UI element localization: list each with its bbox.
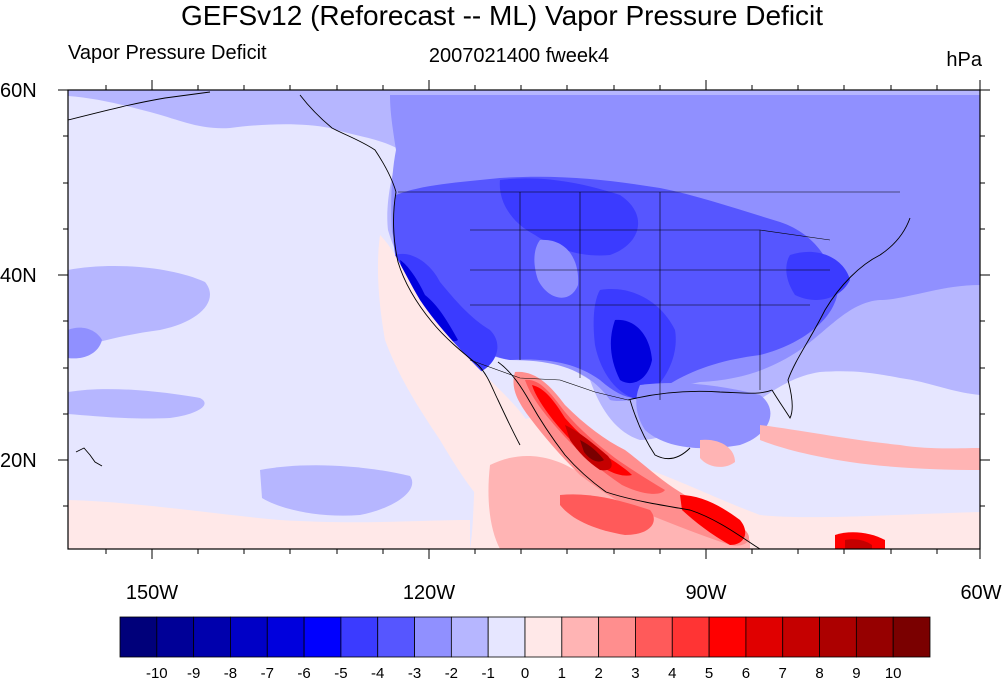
map-frame [67,89,981,550]
alaska-coast [68,91,211,121]
us-negative-region [393,176,838,399]
south-america-positive-patch [845,539,872,549]
plot-title: GEFSv12 (Reforecast -- ML) Vapor Pressur… [180,0,824,31]
political-borders [398,191,900,401]
caribbean-positive-patch [700,439,735,467]
gulf-coast [627,389,773,401]
colorbar-box [450,616,489,658]
lat-label-60n: 60N [0,80,37,102]
colorbar-box [819,616,857,658]
colorbar-label: 4 [668,665,677,682]
pacific-negative-patch [68,389,205,419]
colorbar-label: -4 [371,665,385,682]
colorbar-box [745,616,784,658]
lon-label-90w: 90W [685,582,727,604]
colorbar-box [414,616,452,658]
forecast-time-label: 2007021400 fweek4 [428,45,610,67]
colorbar-box [855,616,894,658]
coastlines [68,91,911,549]
yucatan-coast [629,399,691,459]
us-east-coast [771,217,911,419]
us-negative-core [610,319,652,384]
interior-weaker-patch [534,239,579,298]
pacific-negative-patch [68,327,102,359]
units-label: hPa [946,49,982,71]
lon-label-60w: 60W [960,582,1002,604]
colorbar-box [340,616,379,658]
colorbar [119,616,931,658]
colorbar-box [156,616,195,658]
state-borders [470,192,831,400]
lat-label-20n: 20N [0,450,37,472]
canada-west-coast [299,94,397,193]
lat-ticks [58,89,990,507]
colorbar-label: 9 [852,665,861,682]
colorbar-box [377,616,415,658]
us-mexico-border [469,359,629,401]
colorbar-label: 5 [704,665,714,682]
colorbar-label: -3 [407,665,422,682]
colorbar-label: 3 [631,665,640,682]
colorbar-box [119,616,158,658]
colorbar-box [266,616,305,658]
baja-coast [497,361,607,493]
colorbar-label: 2 [594,665,603,682]
us-negative-core [395,253,498,372]
central-america-coast [605,491,761,549]
colorbar-label: -9 [186,665,201,682]
colorbar-label: 1 [557,665,566,682]
us-negative-core [499,178,639,256]
colorbar-box [782,616,820,658]
colorbar-label: 0 [520,665,530,682]
colorbar-label: -1 [481,665,495,682]
colorbar-label: 10 [884,665,902,682]
colorbar-box [230,616,268,658]
colorbar-box [635,616,673,658]
us-negative-core [400,260,458,342]
colorbar-label: 6 [741,665,751,682]
us-west-coast [393,191,521,446]
colorbar-box [487,616,526,658]
colorbar-label: -7 [260,665,274,682]
colorbar-label: -5 [334,665,348,682]
lat-label-40n: 40N [0,265,37,287]
colorbar-label: -8 [223,665,238,682]
colorbar-box [303,616,342,658]
colorbar-label: 7 [778,665,787,682]
colorbar-box [524,616,563,658]
mexico-positive-core [580,440,604,462]
colorbar-label: -6 [297,665,311,682]
mexico-positive-core [532,385,632,476]
hawaii-coast [75,447,103,467]
gulf-negative-region [636,383,771,449]
caribbean-positive-band [760,425,980,470]
lon-label-120w: 120W [402,582,456,604]
pacific-negative-patch [260,465,413,516]
colorbar-label: -2 [444,665,459,682]
colorbar-box [708,616,747,658]
colorbar-box [892,616,931,658]
variable-label: Vapor Pressure Deficit [68,42,267,64]
lon-label-150w: 150W [125,582,179,604]
colorbar-box [561,616,600,658]
vpd-field [68,90,980,549]
pacific-negative-patch [68,266,210,350]
pacific-mexico-positive-patch [560,494,654,535]
us-negative-core [786,251,850,300]
colorbar-box [193,616,231,658]
mexico-positive-band [525,379,665,494]
colorbar-label: 8 [815,665,824,682]
colorbar-box [598,616,636,658]
colorbar-label: -10 [145,665,168,682]
lon-ticks [105,80,981,559]
pacific-positive-strip [68,500,470,549]
colorbar-box [671,616,710,658]
